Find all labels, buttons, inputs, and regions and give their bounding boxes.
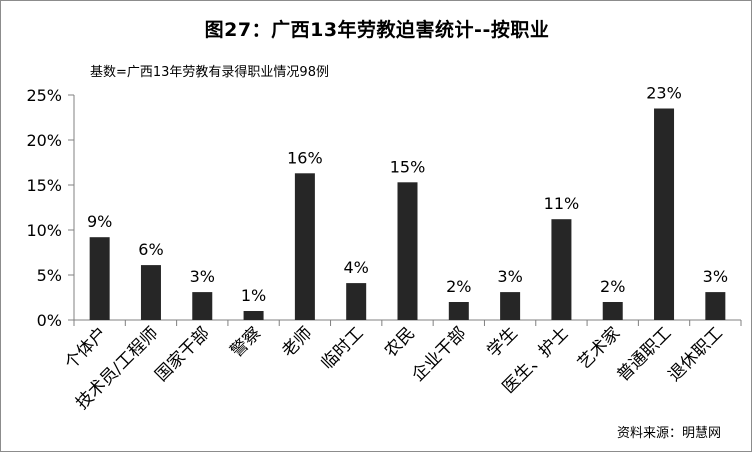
bar bbox=[602, 302, 623, 320]
data-label: 16% bbox=[287, 148, 323, 167]
y-tick-label: 0% bbox=[37, 311, 62, 330]
data-label: 2% bbox=[446, 277, 471, 296]
chart-subtitle: 基数=广西13年劳教有录得职业情况98例 bbox=[90, 65, 329, 80]
bar bbox=[397, 182, 418, 320]
category-label: 退休职工 bbox=[665, 323, 727, 385]
data-label: 11% bbox=[544, 194, 580, 213]
bar bbox=[140, 265, 161, 320]
data-label: 2% bbox=[600, 277, 625, 296]
bar bbox=[448, 302, 469, 320]
y-tick-label: 5% bbox=[37, 266, 62, 285]
category-label: 学生 bbox=[483, 323, 521, 361]
bar bbox=[89, 237, 110, 320]
bar bbox=[243, 311, 264, 320]
category-label: 老师 bbox=[278, 323, 316, 361]
category-label: 农民 bbox=[381, 323, 419, 361]
bar bbox=[500, 292, 521, 320]
category-label: 企业干部 bbox=[408, 323, 470, 385]
category-label: 普通职工 bbox=[613, 323, 675, 385]
chart-title: 图27：广西13年劳教迫害统计--按职业 bbox=[204, 19, 550, 41]
category-label: 个体户 bbox=[61, 323, 111, 373]
y-tick-label: 25% bbox=[26, 86, 62, 105]
source-note: 资料来源：明慧网 bbox=[616, 426, 721, 441]
data-label: 4% bbox=[343, 258, 368, 277]
category-label: 警察 bbox=[227, 323, 265, 361]
data-label: 1% bbox=[241, 286, 266, 305]
data-label: 6% bbox=[138, 240, 163, 259]
category-label: 临时工 bbox=[318, 323, 368, 373]
y-tick-label: 15% bbox=[26, 176, 62, 195]
data-label: 3% bbox=[190, 267, 215, 286]
bar bbox=[551, 219, 572, 320]
data-label: 23% bbox=[646, 84, 682, 103]
bar bbox=[294, 173, 315, 320]
data-label: 3% bbox=[497, 267, 522, 286]
bar bbox=[192, 292, 213, 320]
category-label: 艺术家 bbox=[574, 323, 624, 373]
data-label: 3% bbox=[703, 267, 728, 286]
data-label: 9% bbox=[87, 212, 112, 231]
y-tick-label: 20% bbox=[26, 131, 62, 150]
y-tick-label: 10% bbox=[26, 221, 62, 240]
data-label: 15% bbox=[390, 157, 426, 176]
bar bbox=[705, 292, 726, 320]
bar bbox=[654, 108, 675, 320]
category-label: 国家干部 bbox=[152, 323, 214, 385]
bar bbox=[346, 283, 367, 320]
